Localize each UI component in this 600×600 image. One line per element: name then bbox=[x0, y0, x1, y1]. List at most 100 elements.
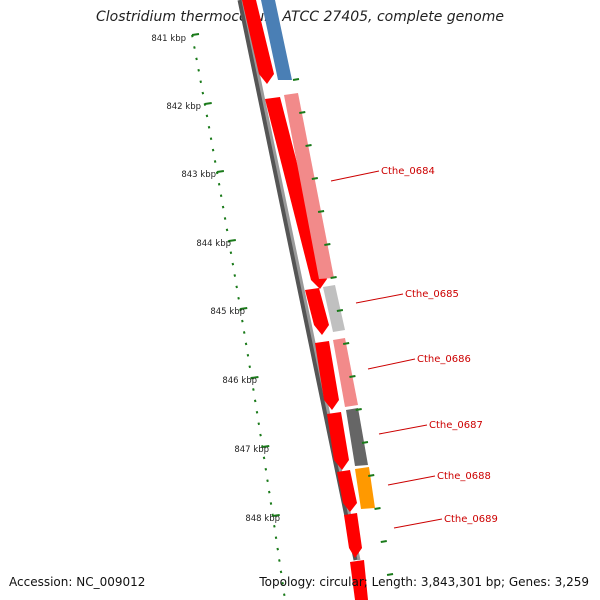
leader-cthe0687 bbox=[378, 424, 428, 435]
scale-minor-tick bbox=[235, 285, 238, 289]
gene-arrow-forward-6[interactable] bbox=[337, 470, 357, 512]
strand-tick bbox=[355, 408, 362, 411]
scale-minor-tick bbox=[241, 319, 244, 323]
strand-tick bbox=[330, 276, 337, 279]
gene-block-cthe0687[interactable] bbox=[346, 408, 368, 466]
strand-ticks bbox=[292, 78, 394, 576]
scale-minor-tick bbox=[246, 353, 250, 357]
kbp-label-844: 844 kbp bbox=[196, 239, 231, 249]
genes bbox=[242, 0, 375, 600]
scale-minor-tick bbox=[253, 399, 257, 403]
label-cthe0686[interactable]: Cthe_0686 bbox=[417, 354, 471, 365]
scale-minor-tick bbox=[201, 91, 205, 95]
strand-tick bbox=[361, 441, 369, 444]
scale-minor-tick bbox=[269, 502, 273, 505]
scale-minor-tick bbox=[262, 456, 266, 460]
strand-tick bbox=[324, 243, 331, 246]
genome-title: Clostridium thermocellum ATCC 27405, com… bbox=[96, 9, 504, 25]
kbp-label-845: 845 kbp bbox=[210, 307, 245, 317]
scale-minor-tick bbox=[276, 547, 279, 551]
scale-major-tick bbox=[191, 33, 200, 36]
gene-block-cthe0686[interactable] bbox=[333, 338, 358, 407]
scale-minor-tick bbox=[211, 148, 215, 152]
scale-major-tick bbox=[240, 307, 248, 310]
leader-cthe0688 bbox=[387, 475, 436, 486]
scale-minor-tick bbox=[229, 251, 233, 255]
gene-arrow-forward-1[interactable] bbox=[242, 0, 274, 84]
scale-major-tick bbox=[204, 102, 212, 105]
gene-block-cthe0685[interactable] bbox=[323, 285, 345, 332]
strand-tick bbox=[336, 309, 344, 312]
scale-minor-tick bbox=[195, 57, 198, 61]
gene-labels: Cthe_0684 Cthe_0685 Cthe_0686 Cthe_0687 … bbox=[330, 166, 498, 529]
strand-tick bbox=[386, 573, 394, 576]
scale-major-tick bbox=[262, 445, 270, 448]
scale-minor-tick bbox=[225, 228, 229, 232]
scale-minor-tick bbox=[193, 46, 196, 49]
gene-arrow-forward-8[interactable] bbox=[350, 560, 368, 600]
kbp-label-842: 842 kbp bbox=[166, 102, 201, 112]
kbp-label-841: 841 kbp bbox=[151, 34, 186, 44]
scale-minor-tick bbox=[213, 160, 217, 163]
strand-tick bbox=[374, 507, 381, 510]
label-cthe0687[interactable]: Cthe_0687 bbox=[429, 420, 483, 431]
scale-minor-tick bbox=[205, 114, 209, 118]
strand-tick bbox=[317, 210, 325, 213]
label-cthe0689[interactable]: Cthe_0689 bbox=[444, 514, 498, 525]
scale-major-tick bbox=[228, 239, 236, 242]
scale-minor-tick bbox=[209, 137, 213, 141]
gene-arrow-forward-2[interactable] bbox=[265, 97, 327, 289]
scale-minor-tick bbox=[274, 536, 278, 540]
strand-tick bbox=[368, 474, 375, 477]
kbp-label-848: 848 kbp bbox=[245, 514, 280, 524]
scale-minor-tick bbox=[255, 410, 259, 414]
label-cthe0684[interactable]: Cthe_0684 bbox=[381, 166, 435, 177]
scale-minor-tick bbox=[259, 433, 262, 437]
label-cthe0685[interactable]: Cthe_0685 bbox=[405, 289, 459, 300]
strand-tick bbox=[311, 177, 318, 180]
gene-arrow-forward-4[interactable] bbox=[315, 341, 339, 410]
scale-minor-tick bbox=[273, 524, 276, 528]
strand-tick bbox=[299, 111, 306, 114]
leader-cthe0685 bbox=[355, 293, 404, 304]
leader-cthe0684 bbox=[330, 170, 380, 182]
scale-major-tick bbox=[272, 514, 280, 517]
scale-minor-tick bbox=[267, 490, 271, 494]
scale-minor-tick bbox=[279, 570, 283, 574]
gene-block-cthe0688[interactable] bbox=[355, 467, 375, 509]
kbp-label-847: 847 kbp bbox=[234, 445, 269, 455]
label-cthe0688[interactable]: Cthe_0688 bbox=[437, 471, 491, 482]
scale-minor-tick bbox=[207, 125, 211, 129]
scale-minor-tick bbox=[242, 331, 246, 334]
scale-minor-tick bbox=[244, 342, 248, 346]
scale-minor-tick bbox=[233, 274, 237, 277]
scale-minor-tick bbox=[257, 422, 261, 426]
scale-minor-tick bbox=[217, 182, 221, 186]
scale-minor-tick bbox=[266, 479, 269, 483]
gene-arrow-forward-5[interactable] bbox=[327, 412, 349, 470]
genome-stats-text: Topology: circular; Length: 3,843,301 bp… bbox=[259, 575, 589, 589]
leader-cthe0686 bbox=[367, 358, 416, 370]
kbp-scale-labels: 841 kbp 842 kbp 843 kbp 844 kbp 845 kbp … bbox=[151, 34, 280, 524]
scale-minor-tick bbox=[219, 194, 223, 198]
gene-arrow-forward-7[interactable] bbox=[344, 513, 362, 558]
strand-tick bbox=[342, 342, 350, 345]
strand-tick bbox=[349, 375, 356, 378]
scale-minor-tick bbox=[223, 217, 227, 220]
kbp-label-846: 846 kbp bbox=[222, 376, 257, 386]
scale-minor-tick bbox=[278, 559, 281, 562]
kbp-label-843: 843 kbp bbox=[181, 170, 216, 180]
kbp-scale bbox=[191, 33, 286, 597]
gene-block-blue[interactable] bbox=[261, 0, 292, 80]
accession-text: Accession: NC_009012 bbox=[9, 575, 146, 589]
gene-arrow-forward-3[interactable] bbox=[305, 288, 329, 335]
scale-minor-tick bbox=[283, 593, 286, 597]
strand-tick bbox=[305, 144, 312, 147]
scale-minor-tick bbox=[199, 80, 203, 84]
scale-minor-tick bbox=[252, 388, 255, 391]
scale-minor-tick bbox=[197, 68, 200, 72]
gene-block-cthe0684[interactable] bbox=[284, 93, 334, 279]
scale-minor-tick bbox=[237, 296, 240, 300]
scale-major-tick bbox=[216, 170, 225, 173]
